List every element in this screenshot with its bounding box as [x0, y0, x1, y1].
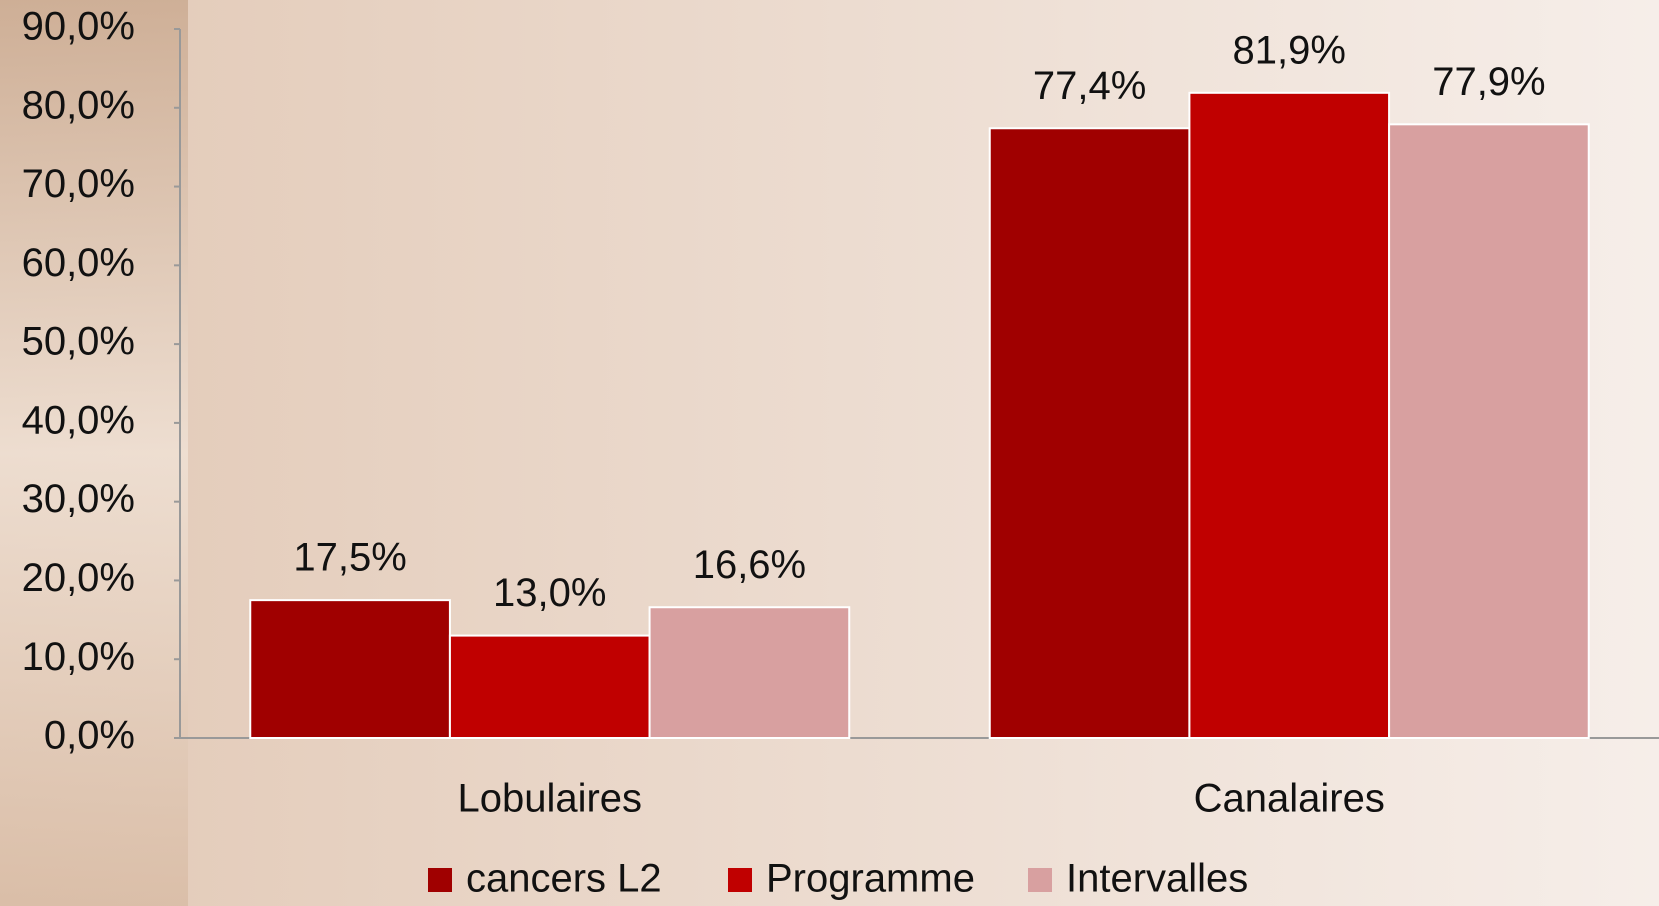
- y-tick-label: 90,0%: [22, 5, 135, 49]
- value-label: 77,4%: [1033, 64, 1146, 108]
- y-tick-label: 60,0%: [22, 241, 135, 285]
- bar: [1388, 123, 1590, 740]
- x-tick-label: Lobulaires: [457, 777, 642, 821]
- value-label: 77,9%: [1432, 60, 1545, 104]
- value-label: 81,9%: [1233, 28, 1346, 72]
- bar: [988, 127, 1191, 739]
- y-tick-label: 20,0%: [22, 556, 135, 600]
- value-label: 16,6%: [693, 543, 806, 587]
- y-tick-label: 70,0%: [22, 162, 135, 206]
- legend-swatch: [428, 868, 452, 892]
- bar: [648, 606, 851, 739]
- legend-label: Intervalles: [1066, 857, 1248, 901]
- x-tick-label: Canalaires: [1194, 777, 1385, 821]
- y-tick-label: 0,0%: [44, 714, 135, 758]
- y-tick-label: 10,0%: [22, 635, 135, 679]
- y-tick-label: 40,0%: [22, 398, 135, 442]
- legend-swatch: [1028, 868, 1052, 892]
- legend-label: cancers L2: [466, 857, 662, 901]
- legend-swatch: [728, 868, 752, 892]
- y-tick-label: 50,0%: [22, 320, 135, 364]
- left-strip: [0, 0, 188, 906]
- y-tick-label: 80,0%: [22, 83, 135, 127]
- bar: [249, 599, 451, 740]
- bar: [1188, 91, 1391, 739]
- value-label: 13,0%: [493, 571, 606, 615]
- legend-label: Programme: [766, 857, 975, 901]
- bar: [448, 634, 651, 739]
- y-tick-label: 30,0%: [22, 477, 135, 521]
- value-label: 17,5%: [293, 536, 406, 580]
